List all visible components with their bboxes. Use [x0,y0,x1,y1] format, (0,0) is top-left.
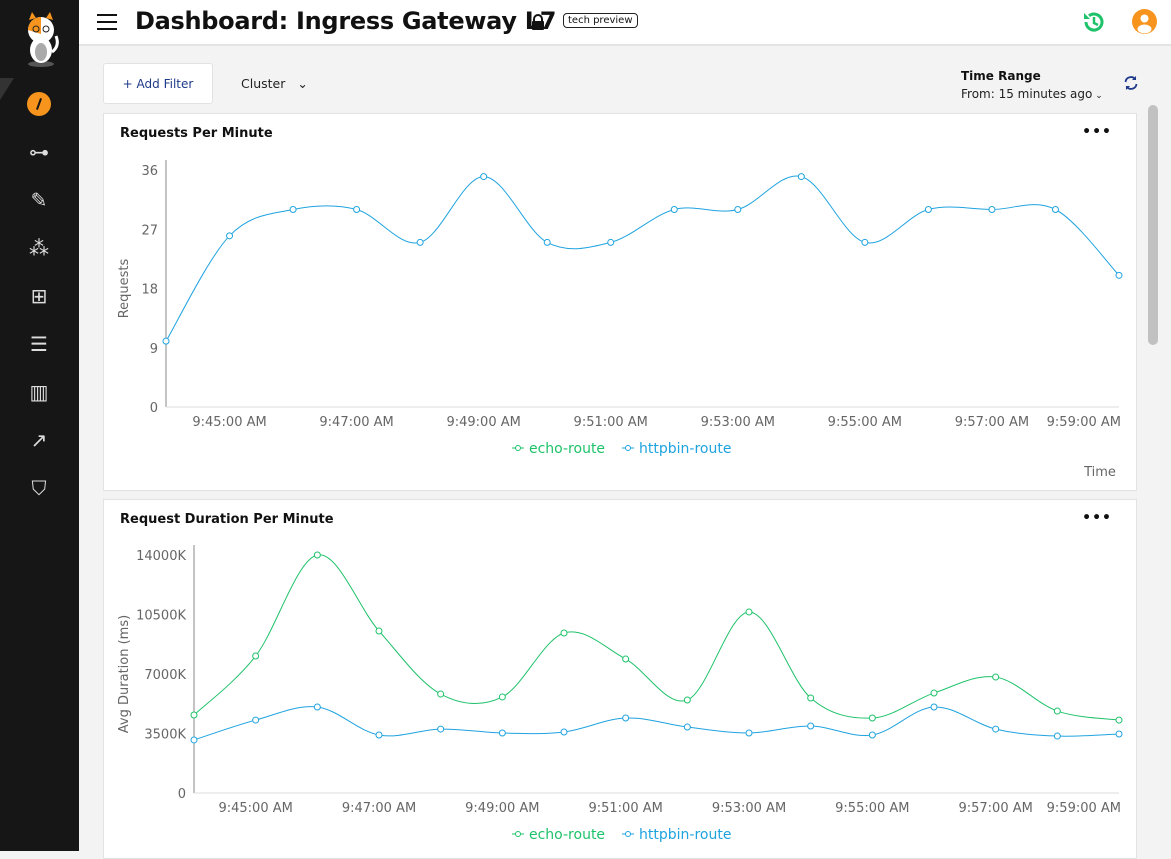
time-range-dropdown[interactable]: From: 15 minutes ago ⌄ [961,87,1103,101]
cluster-label: Cluster [241,76,286,91]
cluster-dropdown[interactable]: Cluster ⌄ [241,76,308,91]
header: Dashboard: Ingress Gateway L7 tech previ… [79,0,1171,46]
add-filter-button[interactable]: + Add Filter [103,63,213,104]
history-icon[interactable] [1081,9,1107,35]
panel-title: Requests Per Minute [120,126,273,141]
sidebar: ⊶ ✎ ⁂ ⊞ ☰ ▥ ↗ ⛉ [0,0,79,851]
page-title: Dashboard: Ingress Gateway L7 [135,7,557,35]
reports-icon[interactable]: ✎ [30,188,48,212]
trend-icon[interactable]: ↗ [30,428,48,452]
tech-preview-badge: tech preview [563,13,638,28]
topology-icon[interactable]: ⊶ [29,140,49,164]
chevron-down-icon: ⌄ [297,76,308,91]
more-options-icon[interactable]: ••• [1082,510,1112,526]
graph-icon[interactable]: ⁂ [29,236,49,260]
refresh-icon[interactable] [1123,75,1139,91]
time-range-value: From: 15 minutes ago [961,87,1093,101]
analytics-icon[interactable]: ▥ [29,380,49,404]
dashboard-icon[interactable] [24,89,54,119]
time-range-label: Time Range [961,69,1041,83]
scrollbar[interactable] [1148,105,1158,345]
more-options-icon[interactable]: ••• [1082,124,1112,140]
sidebar-notch [0,78,14,100]
chevron-down-icon: ⌄ [1092,91,1103,101]
request-duration-panel: Request Duration Per Minute ••• [103,499,1137,859]
clipboard-icon[interactable]: ☰ [30,332,48,356]
panel-title: Request Duration Per Minute [120,512,334,527]
requests-per-minute-panel: Requests Per Minute ••• [103,113,1137,491]
user-avatar-icon[interactable] [1132,9,1157,34]
lock-icon [532,14,544,30]
shield-icon[interactable]: ⛉ [31,476,47,500]
hamburger-icon[interactable] [97,14,117,30]
hierarchy-icon[interactable]: ⊞ [30,284,48,308]
cat-logo-icon[interactable] [20,12,62,68]
